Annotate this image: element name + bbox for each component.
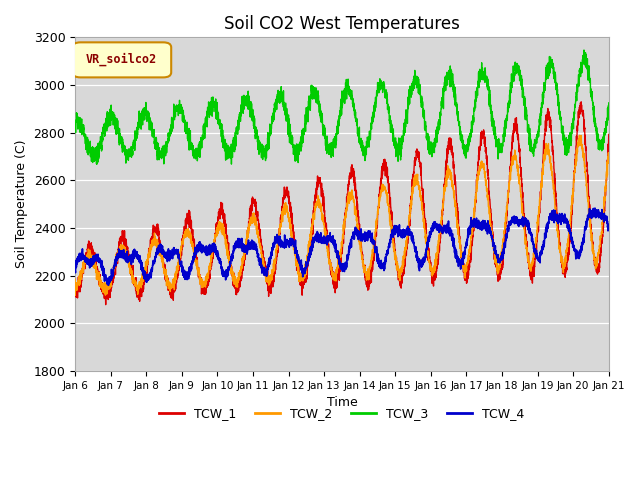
TCW_1: [577, 99, 585, 105]
TCW_4: [394, 234, 402, 240]
Text: VR_soilco2: VR_soilco2: [86, 53, 157, 66]
TCW_4: [554, 221, 562, 227]
FancyBboxPatch shape: [72, 42, 172, 77]
TCW_4: [591, 205, 599, 211]
Line: TCW_2: TCW_2: [75, 135, 609, 295]
TCW_4: [105, 282, 113, 288]
TCW_3: [186, 137, 193, 143]
TCW_3: [71, 119, 79, 125]
TCW_2: [554, 232, 562, 238]
TCW_4: [186, 271, 193, 276]
TCW_4: [403, 232, 411, 238]
TCW_4: [605, 221, 612, 227]
TCW_3: [93, 161, 100, 167]
TCW_1: [71, 293, 79, 299]
Y-axis label: Soil Temperature (C): Soil Temperature (C): [15, 140, 28, 268]
TCW_1: [554, 217, 562, 223]
TCW_3: [403, 108, 411, 114]
TCW_2: [575, 132, 583, 138]
TCW_3: [394, 156, 402, 161]
TCW_4: [605, 225, 612, 231]
TCW_2: [605, 150, 612, 156]
TCW_4: [71, 269, 79, 275]
TCW_1: [605, 138, 612, 144]
TCW_2: [394, 268, 402, 274]
TCW_2: [403, 236, 411, 241]
TCW_2: [220, 232, 228, 238]
TCW_3: [554, 99, 562, 105]
Line: TCW_4: TCW_4: [75, 208, 609, 285]
TCW_2: [72, 292, 79, 298]
TCW_3: [605, 100, 612, 106]
X-axis label: Time: Time: [326, 396, 357, 409]
Title: Soil CO2 West Temperatures: Soil CO2 West Temperatures: [224, 15, 460, 33]
TCW_3: [220, 137, 228, 143]
Line: TCW_3: TCW_3: [75, 50, 609, 164]
TCW_1: [605, 132, 612, 137]
TCW_1: [186, 208, 193, 214]
TCW_4: [220, 270, 228, 276]
TCW_1: [403, 242, 411, 248]
TCW_3: [605, 107, 612, 112]
TCW_2: [71, 276, 79, 282]
TCW_1: [102, 302, 109, 308]
TCW_2: [186, 235, 193, 240]
Line: TCW_1: TCW_1: [75, 102, 609, 305]
TCW_1: [394, 271, 402, 277]
TCW_1: [220, 216, 228, 221]
TCW_2: [605, 156, 612, 162]
TCW_3: [580, 47, 588, 53]
Legend: TCW_1, TCW_2, TCW_3, TCW_4: TCW_1, TCW_2, TCW_3, TCW_4: [154, 402, 529, 425]
